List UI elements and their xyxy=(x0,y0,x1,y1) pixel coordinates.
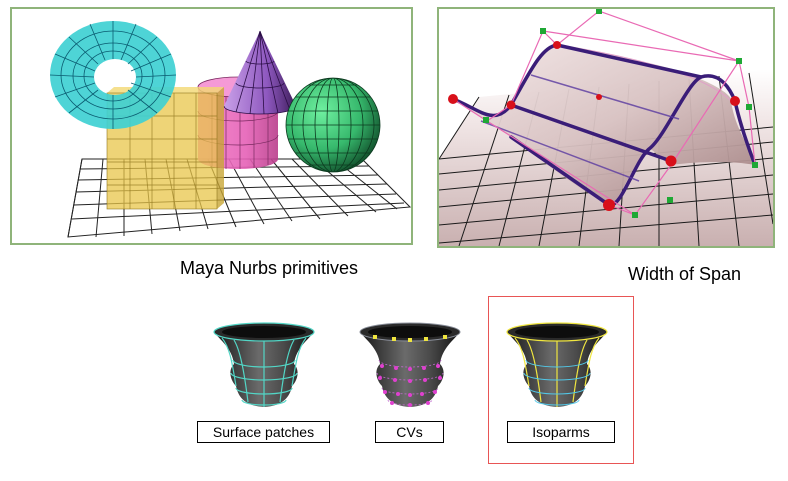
nurbs-primitives-caption: Maya Nurbs primitives xyxy=(180,258,359,278)
nurbs-primitives-panel xyxy=(10,7,413,245)
vase-isoparms xyxy=(497,310,617,418)
sphere-primitive xyxy=(285,77,381,173)
surface-patches-label: Surface patches xyxy=(197,421,330,443)
torus-primitive xyxy=(49,21,177,129)
width-of-span-panel xyxy=(437,7,775,248)
control-vertices xyxy=(448,9,758,218)
cvs-label: CVs xyxy=(375,421,444,443)
isoparms-highlight-frame xyxy=(488,296,634,464)
curved-surface xyxy=(451,43,757,207)
isoparms-label: Isoparms xyxy=(507,421,615,443)
cone-primitive xyxy=(223,30,297,115)
width-of-span-caption: Width of Span xyxy=(628,264,742,284)
vase-surface-patches xyxy=(204,310,324,418)
vase-cvs xyxy=(350,310,470,418)
